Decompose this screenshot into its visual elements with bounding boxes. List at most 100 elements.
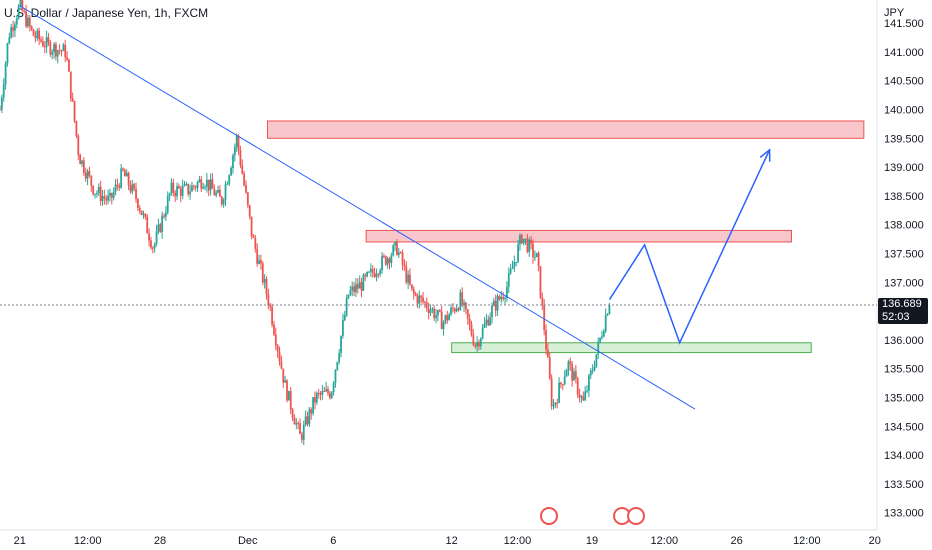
candle-body [489, 317, 492, 326]
candle-body [168, 193, 171, 197]
candle-body [524, 238, 527, 240]
resistance-zone[interactable] [266, 120, 865, 139]
candle-body [576, 378, 579, 395]
resistance-zone[interactable] [365, 229, 792, 243]
candle-body [366, 271, 369, 277]
candle-body [342, 320, 344, 336]
candle-body [71, 98, 74, 101]
candle-body [550, 378, 553, 407]
candle-body [330, 392, 333, 398]
us-flag-icon-2[interactable] [627, 507, 645, 525]
candle-body [532, 243, 534, 257]
candle-body [237, 135, 240, 151]
candle-body [325, 388, 328, 392]
trendline[interactable] [19, 5, 696, 410]
candle-body [574, 371, 577, 379]
price-tick-label: 137.500 [884, 248, 924, 260]
candle-body [17, 5, 20, 19]
candle-body [353, 286, 355, 293]
candle-body [388, 258, 391, 263]
candle-body [202, 187, 205, 189]
candle-body [530, 239, 533, 244]
candle-body [96, 193, 98, 195]
candle-body [265, 278, 268, 295]
candle-body [261, 263, 264, 283]
candle-body [478, 342, 480, 347]
candle-body [492, 300, 495, 306]
candle-body [129, 185, 132, 192]
time-tick-label: 21 [14, 535, 26, 547]
candle-body [245, 185, 247, 193]
candle-body [176, 186, 178, 197]
candle-body [548, 357, 551, 379]
candle-body [567, 361, 570, 371]
candle-body [319, 393, 322, 395]
candle-body [0, 97, 3, 110]
candle-body [500, 296, 503, 300]
candle-body [196, 182, 199, 188]
candle-body [174, 192, 177, 197]
candle-body [293, 417, 296, 425]
price-tick-label: 134.000 [884, 450, 924, 462]
candle-body [79, 154, 82, 165]
candle-body [187, 183, 190, 195]
candle-body [414, 293, 417, 296]
candle-body [310, 409, 313, 414]
candle-body [336, 362, 339, 370]
support-zone[interactable] [451, 342, 812, 354]
candle-body [416, 295, 419, 304]
candle-body [394, 241, 396, 246]
candle-body [53, 44, 55, 52]
candle-body [127, 172, 130, 186]
candle-body [368, 271, 370, 273]
candle-body [246, 192, 249, 206]
candle-body [219, 189, 221, 197]
candle-body [435, 315, 437, 319]
candle-body [243, 173, 246, 186]
candle-body [23, 10, 26, 12]
candle-body [604, 315, 607, 332]
candle-body [593, 366, 596, 371]
candle-body [470, 324, 473, 336]
candle-body [157, 224, 160, 232]
candle-body [284, 380, 287, 383]
candle-body [349, 290, 352, 295]
candle-body [287, 390, 290, 401]
time-tick-label: 19 [586, 535, 598, 547]
candle-body [192, 185, 195, 187]
candle-body [36, 30, 39, 38]
projection-path[interactable] [608, 149, 771, 345]
candle-body [397, 252, 400, 256]
candle-body [424, 301, 426, 303]
candle-body [138, 207, 141, 211]
candle-body [451, 307, 454, 309]
candle-body [222, 199, 225, 205]
candle-body [118, 185, 121, 188]
time-axis[interactable]: 21 12:00 28 Dec 6 12 12:00 19 12:00 26 12:00 20 [14, 535, 881, 547]
candle-body [276, 345, 279, 352]
candle-body [81, 160, 83, 165]
candle-body [450, 307, 452, 315]
candle-body [278, 351, 281, 362]
candle-body [487, 319, 490, 326]
event-icons[interactable] [540, 507, 645, 525]
candle-body [338, 352, 341, 363]
candle-body [496, 296, 499, 311]
candle-body [420, 295, 423, 298]
candle-body [584, 391, 587, 401]
candle-body [215, 192, 218, 196]
candle-body [595, 354, 598, 367]
candle-body [185, 183, 188, 185]
price-axis[interactable]: 141.500 141.000 140.500 140.000 139.500 139.0… [884, 18, 924, 520]
candle-body [558, 382, 560, 403]
candle-body [260, 260, 262, 264]
candle-body [66, 57, 68, 60]
candle-body [509, 269, 512, 274]
candle-body [399, 252, 402, 254]
candle-body [250, 216, 253, 237]
candle-body [409, 274, 411, 285]
price-tick-label: 139.500 [884, 133, 924, 145]
candle-body [133, 184, 136, 189]
us-flag-icon[interactable] [540, 507, 558, 525]
